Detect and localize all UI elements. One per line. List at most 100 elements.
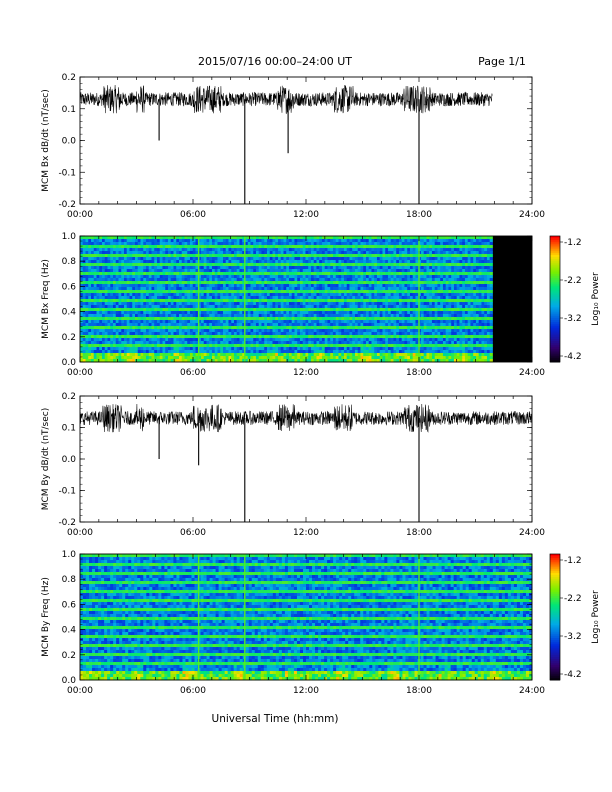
spectrogram-cell — [297, 305, 301, 309]
spectrogram-cell — [319, 344, 323, 348]
spectrogram-cell — [173, 314, 177, 318]
spectrogram-cell — [225, 239, 229, 243]
spectrogram-cell — [80, 356, 84, 360]
spectrogram-cell — [134, 290, 139, 294]
spectrogram-cell — [198, 296, 202, 300]
spectrogram-cell — [346, 239, 350, 243]
spectrogram-cell — [217, 257, 221, 261]
spectrogram-cell — [255, 335, 260, 339]
spectrogram-cell — [368, 326, 372, 330]
spectrogram-cell — [126, 305, 130, 309]
spectrogram-cell — [316, 353, 320, 357]
spectrogram-cell — [195, 281, 199, 285]
spectrogram-cell — [151, 287, 155, 291]
spectrogram-cell — [104, 317, 108, 321]
spectrogram-cell — [140, 260, 144, 264]
spectrogram-cell — [360, 353, 364, 357]
spectrogram-cell — [258, 260, 262, 264]
spectrogram-cell — [258, 341, 262, 345]
spectrogram-cell — [99, 305, 103, 309]
spectrogram-cell — [258, 266, 262, 270]
spectrogram-cell — [308, 278, 312, 282]
spectrogram-cell — [247, 266, 251, 270]
spectrogram-cell — [192, 242, 196, 246]
spectrogram-cell — [170, 320, 174, 324]
spectrogram-cell — [308, 299, 312, 303]
spectrogram-cell — [379, 308, 383, 312]
spectrogram-cell — [187, 293, 191, 297]
spectrogram-cell — [360, 305, 364, 309]
spectrogram-cell — [102, 323, 106, 327]
spectrogram-cell — [242, 248, 246, 252]
spectrogram-cell — [255, 251, 260, 255]
spectrogram-cell — [165, 308, 169, 312]
spectrogram-cell — [228, 332, 232, 336]
spectrogram-cell — [310, 236, 315, 240]
spectrogram-cell — [341, 287, 345, 291]
spectrogram-cell — [255, 302, 260, 306]
spectrogram-cell — [85, 251, 89, 255]
spectrogram-cell — [121, 257, 125, 261]
spectrogram-cell — [209, 299, 213, 303]
spectrogram-cell — [96, 338, 100, 342]
spectrogram-cell — [346, 254, 350, 258]
spectrogram-cell — [91, 308, 95, 312]
spectrogram-cell — [156, 257, 161, 261]
spectrogram-cell — [379, 299, 383, 303]
spectrogram-cell — [176, 266, 180, 270]
spectrogram-cell — [346, 290, 350, 294]
spectrogram-cell — [338, 350, 342, 354]
spectrogram-cell — [187, 257, 191, 261]
spectrogram-cell — [368, 320, 372, 324]
spectrogram-cell — [198, 242, 202, 246]
spectrogram-cell — [269, 311, 273, 315]
spectrogram-cell — [184, 263, 188, 267]
spectrogram-cell — [371, 278, 375, 282]
spectrogram-cell — [335, 278, 339, 282]
spectrogram-cell — [371, 272, 375, 276]
spectrogram-cell — [222, 248, 227, 252]
spectrogram-cell — [162, 266, 166, 270]
spectrogram-cell — [214, 263, 218, 267]
spectrogram-cell — [214, 257, 218, 261]
spectrogram-cell — [250, 251, 254, 255]
spectrogram-cell — [206, 266, 210, 270]
spectrogram-cell — [115, 290, 119, 294]
spectrogram-cell — [195, 353, 199, 357]
spectrogram-cell — [220, 260, 224, 264]
spectrogram-cell — [393, 359, 397, 363]
spectrogram-cell — [379, 260, 383, 264]
spectrogram-cell — [242, 245, 246, 249]
spectrogram-cell — [195, 248, 199, 252]
spectrogram-cell — [371, 332, 375, 336]
spectrogram-cell — [115, 338, 119, 342]
spectrogram-cell — [393, 332, 397, 336]
spectrogram-cell — [264, 254, 268, 258]
spectrogram-cell — [209, 269, 213, 273]
spectrogram-cell — [354, 278, 359, 282]
spectrogram-cell — [170, 332, 174, 336]
spectrogram-cell — [80, 239, 84, 243]
spectrogram-cell — [261, 257, 265, 261]
spectrogram-cell — [200, 278, 205, 282]
spectrogram-cell — [228, 269, 232, 273]
spectrogram-cell — [151, 272, 155, 276]
spectrogram-cell — [261, 326, 265, 330]
spectrogram-cell — [272, 317, 276, 321]
spectrogram-cell — [346, 347, 350, 351]
spectrogram-cell — [184, 275, 188, 279]
spectrogram-cell — [360, 332, 364, 336]
spectrogram-cell — [195, 284, 199, 288]
spectrogram-cell — [209, 275, 213, 279]
spectrogram-cell — [365, 335, 370, 339]
spectrogram-cell — [335, 338, 339, 342]
spectrogram-cell — [162, 281, 166, 285]
spectrogram-cell — [228, 341, 232, 345]
spectrogram-cell — [220, 242, 224, 246]
spectrogram-cell — [335, 290, 339, 294]
spectrogram-cell — [297, 344, 301, 348]
spectrogram-cell — [277, 272, 282, 276]
spectrogram-cell — [167, 296, 172, 300]
spectrogram-cell — [247, 353, 251, 357]
spectrogram-cell — [310, 284, 315, 288]
